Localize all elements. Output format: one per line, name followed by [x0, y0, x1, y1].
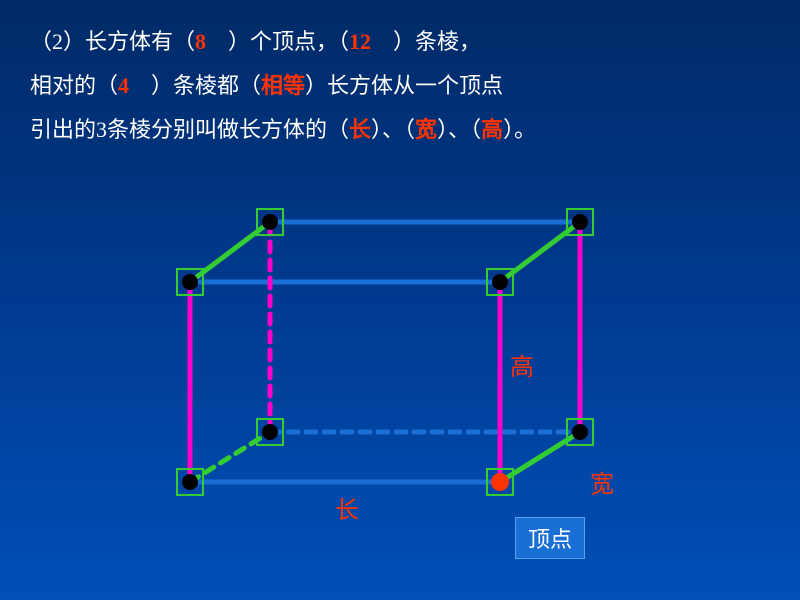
line3: 引出的3条棱分别叫做长方体的（长）、（宽）、（高）。 [30, 108, 770, 152]
answer-height: 高 [481, 117, 503, 142]
answer-equal: 相等 [261, 73, 305, 98]
t2: ）个顶点，（ [206, 29, 349, 54]
line1: （2）长方体有（8 ）个顶点，（12 ）条棱， [30, 20, 770, 64]
t5: ）条棱都（ [129, 73, 261, 98]
answer-4: 4 [118, 73, 129, 98]
label-vertex: 顶点 [515, 517, 585, 559]
cuboid-diagram: 高 长 宽 顶点 [0, 152, 800, 572]
t9: ）、（ [437, 117, 481, 142]
t4: 相对的（ [30, 73, 118, 98]
label-height: 高 [510, 347, 534, 382]
answer-length: 长 [349, 117, 371, 142]
line2: 相对的（4 ）条棱都（相等）长方体从一个顶点 [30, 64, 770, 108]
t1: （2）长方体有（ [30, 29, 195, 54]
question-text: （2）长方体有（8 ）个顶点，（12 ）条棱， 相对的（4 ）条棱都（相等）长方… [0, 0, 800, 152]
answer-8: 8 [195, 29, 206, 54]
label-width: 宽 [590, 464, 614, 499]
cuboid-svg [0, 152, 800, 572]
t7: 引出的3条棱分别叫做长方体的（ [30, 117, 349, 142]
t6: ）长方体从一个顶点 [305, 73, 503, 98]
answer-width: 宽 [415, 117, 437, 142]
t10: ）。 [503, 117, 536, 142]
label-length: 长 [335, 490, 359, 525]
answer-12: 12 [349, 29, 371, 54]
t3: ）条棱， [371, 29, 481, 54]
t8: ）、（ [371, 117, 415, 142]
